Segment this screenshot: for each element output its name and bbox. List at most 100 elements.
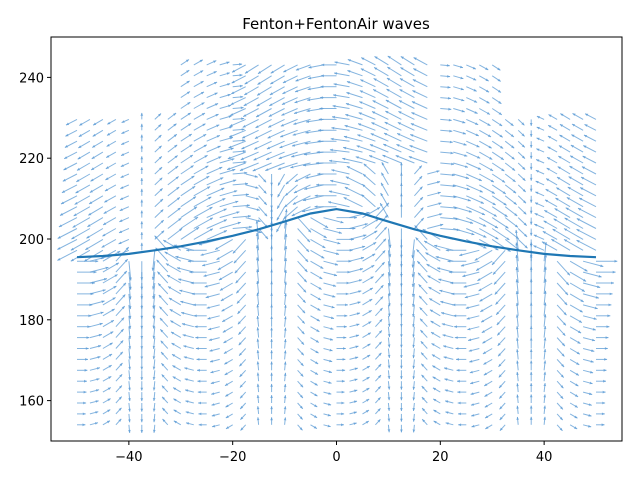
velocity-arrow-head — [120, 175, 124, 178]
velocity-arrow-head — [503, 202, 507, 206]
velocity-arrow — [323, 217, 344, 224]
velocity-arrow-head — [106, 420, 110, 424]
velocity-arrow-head — [228, 104, 232, 108]
velocity-arrow-head — [256, 338, 260, 342]
velocity-arrow-head — [591, 349, 595, 352]
velocity-arrow-head — [471, 414, 475, 417]
velocity-arrow-head — [97, 356, 101, 359]
velocity-arrow-head — [470, 392, 474, 395]
velocity-arrow-head — [584, 124, 588, 127]
velocity-arrow-head — [562, 322, 566, 326]
velocity-arrow-head — [387, 67, 391, 70]
velocity-arrow-head — [357, 134, 361, 137]
velocity-arrow-head — [316, 318, 320, 322]
velocity-arrow-head — [122, 294, 126, 298]
velocity-arrow-head — [484, 404, 488, 408]
velocity-arrow-head — [140, 123, 144, 127]
velocity-arrow-head — [450, 281, 454, 285]
velocity-arrow — [475, 260, 493, 272]
velocity-arrow-head — [400, 355, 403, 359]
velocity-arrow-head — [256, 406, 260, 410]
velocity-arrow-head — [511, 156, 515, 160]
y-tick-label: 160 — [19, 395, 44, 410]
velocity-arrow-head — [544, 210, 548, 213]
velocity-arrow-head — [242, 135, 246, 139]
velocity-arrow-head — [421, 397, 425, 401]
velocity-arrow-head — [582, 156, 586, 159]
velocity-arrow-head — [245, 182, 248, 186]
velocity-arrow-head — [66, 122, 70, 126]
velocity-arrow-head — [256, 372, 260, 376]
velocity-arrow-head — [282, 80, 287, 83]
velocity-arrow — [180, 216, 199, 229]
velocity-arrow-head — [604, 347, 608, 350]
velocity-arrow — [466, 195, 485, 204]
velocity-arrow-head — [495, 236, 499, 240]
velocity-arrow-head — [227, 167, 231, 170]
velocity-arrow — [292, 129, 311, 136]
velocity-arrow-head — [186, 248, 190, 252]
velocity-arrow-head — [483, 224, 487, 227]
velocity-arrow-head — [210, 359, 214, 363]
velocity-arrow-head — [174, 144, 178, 148]
velocity-arrow-head — [158, 113, 161, 117]
velocity-arrow-head — [219, 167, 223, 170]
velocity-arrow — [279, 140, 298, 149]
velocity-arrow-head — [420, 207, 424, 211]
velocity-arrow-head — [361, 194, 365, 198]
velocity-arrow-head — [578, 208, 582, 211]
velocity-arrow-head — [230, 147, 234, 151]
velocity-arrow-head — [214, 103, 219, 106]
velocity-arrow — [466, 217, 487, 227]
velocity-arrow-head — [444, 378, 448, 381]
velocity-arrow-head — [197, 368, 200, 372]
velocity-arrow — [410, 123, 428, 131]
velocity-arrow-head — [320, 85, 324, 89]
velocity-arrow-head — [332, 104, 336, 108]
velocity-arrow-head — [412, 418, 416, 422]
velocity-arrow-head — [232, 250, 236, 254]
velocity-arrow-head — [585, 113, 589, 117]
velocity-arrow-head — [512, 179, 516, 182]
velocity-arrow-head — [400, 274, 403, 277]
velocity-arrow-head — [574, 426, 578, 429]
velocity-arrow — [554, 207, 571, 219]
velocity-arrow-head — [100, 311, 104, 315]
velocity-arrow-head — [380, 203, 383, 207]
velocity-arrow-head — [383, 238, 386, 242]
velocity-arrow-head — [244, 171, 248, 175]
velocity-arrow-head — [254, 136, 259, 139]
velocity-arrow — [397, 121, 415, 131]
velocity-arrow-head — [529, 326, 533, 329]
velocity-arrow — [301, 206, 324, 213]
velocity-arrow-head — [499, 406, 503, 410]
velocity-arrow-head — [128, 296, 132, 300]
velocity-arrow-head — [256, 383, 260, 387]
velocity-arrow-head — [169, 309, 173, 312]
velocity-arrow-head — [95, 400, 99, 403]
velocity-arrow-head — [320, 266, 324, 269]
velocity-arrow-head — [413, 57, 417, 61]
velocity-arrow-head — [419, 186, 423, 190]
velocity-arrow-head — [128, 387, 131, 391]
velocity-arrow-head — [240, 95, 244, 99]
velocity-arrow-head — [304, 187, 308, 190]
velocity-arrow-head — [301, 331, 305, 335]
velocity-arrow-head — [90, 178, 94, 182]
velocity-arrow-head — [560, 395, 564, 399]
velocity-arrow-head — [543, 314, 547, 318]
velocity-arrow-head — [412, 79, 416, 82]
velocity-arrow-head — [521, 133, 525, 137]
velocity-arrow-head — [105, 266, 109, 270]
velocity-arrow-head — [317, 307, 321, 311]
velocity-arrow-head — [432, 376, 436, 380]
velocity-arrow-head — [117, 251, 121, 254]
velocity-arrow-head — [193, 206, 197, 210]
velocity-arrow-head — [381, 273, 384, 277]
velocity-arrow-head — [516, 416, 519, 420]
velocity-arrow-head — [581, 288, 585, 292]
velocity-arrow-head — [558, 156, 562, 159]
velocity-arrow-head — [270, 293, 273, 296]
velocity-arrow-head — [400, 254, 403, 258]
